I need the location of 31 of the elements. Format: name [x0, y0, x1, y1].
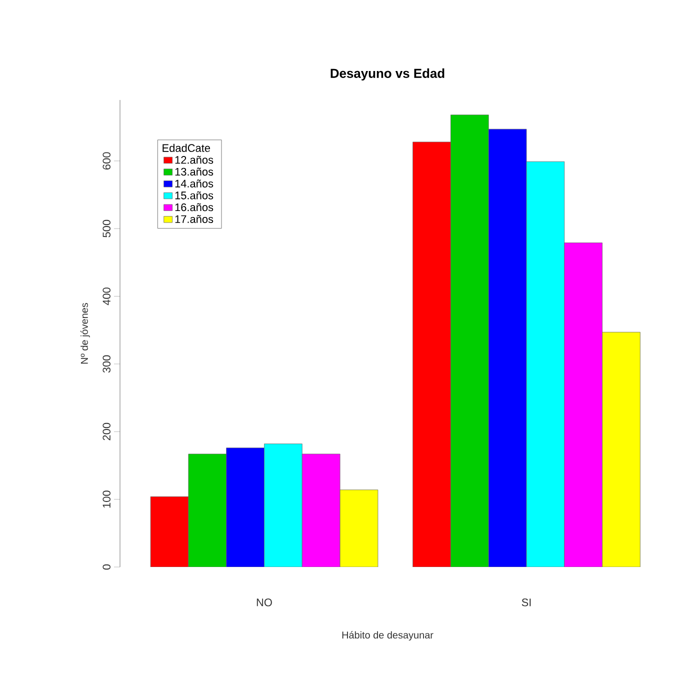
bar: [488, 128, 527, 567]
x-axis-title: Hábito de desayunar: [342, 631, 434, 641]
bar: [526, 161, 565, 567]
bar: [450, 114, 489, 567]
legend-label: 14.años: [175, 180, 214, 188]
bar: [302, 454, 340, 567]
bar: [340, 490, 378, 567]
legend-title: EdadCate: [162, 144, 210, 152]
y-tick-label: 100: [102, 490, 110, 508]
bar: [602, 332, 640, 567]
y-tick-label: 400: [102, 288, 110, 306]
legend-label: 17.años: [175, 215, 214, 224]
legend-label: 12.años: [175, 156, 214, 164]
bar: [264, 444, 302, 567]
y-tick-label: 300: [102, 355, 110, 373]
y-tick-label: 500: [102, 220, 110, 238]
bar: [412, 142, 451, 567]
bar: [226, 448, 264, 567]
y-tick-label: 0: [102, 564, 110, 570]
bar: [150, 496, 189, 567]
y-tick-label: 200: [102, 422, 110, 440]
chart-title: Desayuno vs Edad: [330, 68, 444, 81]
legend-label: 15.años: [175, 191, 214, 200]
y-tick-label: 600: [102, 152, 110, 170]
x-tick-label: NO: [256, 598, 272, 606]
legend-label: 13.años: [175, 168, 214, 176]
bar: [564, 242, 602, 567]
y-axis-title: Nº de jóvenes: [80, 302, 90, 364]
x-tick-label: SI: [522, 598, 531, 606]
bar: [188, 454, 227, 567]
legend-label: 16.años: [175, 203, 214, 212]
